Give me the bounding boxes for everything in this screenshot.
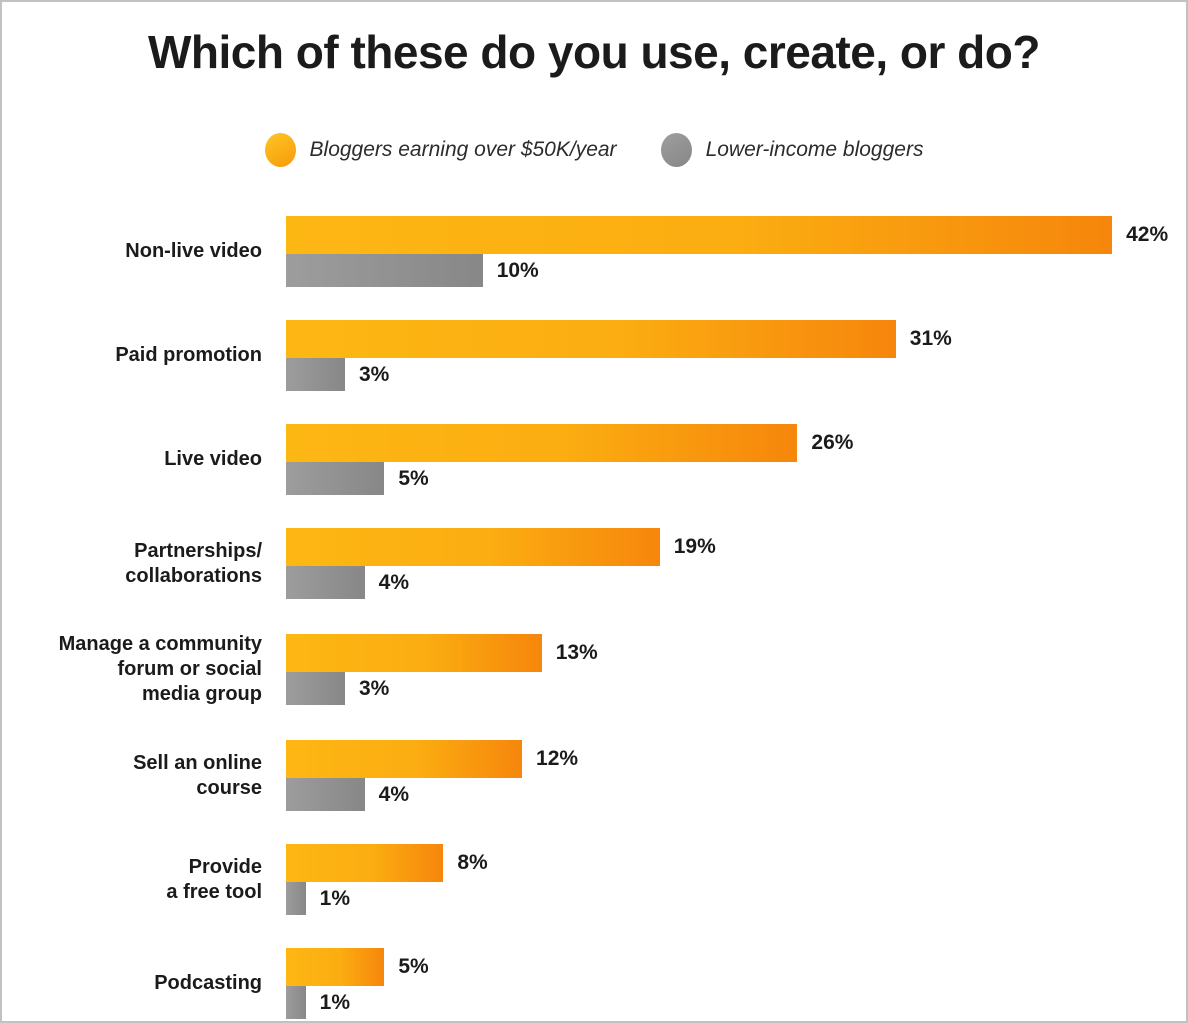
bar-low-income (286, 778, 365, 811)
legend-item-low-income: Lower-income bloggers (660, 133, 924, 167)
bar-low-income (286, 462, 385, 495)
chart-row-community: Manage a community forum or social media… (14, 632, 1186, 707)
category-label: Partnerships/ collaborations (125, 539, 262, 587)
bar-high-income (286, 424, 798, 462)
category-label: Paid promotion (115, 344, 262, 366)
category-label: Live video (164, 448, 262, 470)
legend-dot-orange-icon (264, 133, 296, 167)
bar-value-low: 4% (378, 570, 410, 594)
bar-group: 42% 10% (286, 216, 1186, 287)
bar-value-low: 1% (319, 886, 351, 910)
bar-value-low: 10% (496, 258, 539, 282)
bar-value-low: 4% (378, 782, 410, 806)
bar-group: 31% 3% (286, 320, 1186, 391)
bar-low-income (286, 882, 306, 915)
bar-chart: Non-live video 42% 10% Paid promotion 31… (2, 216, 1186, 1019)
category-label: Manage a community forum or social media… (58, 633, 262, 705)
bar-value-high: 31% (909, 327, 952, 350)
bar-value-high: 8% (457, 851, 488, 874)
bar-group: 19% 4% (286, 528, 1186, 599)
bar-group: 5% 1% (286, 948, 1186, 1019)
chart-row-free-tool: Provide a free tool 8% 1% (14, 844, 1186, 915)
bar-low-income (286, 672, 345, 705)
category-label: Sell an online course (133, 751, 262, 799)
bar-high-income (286, 948, 385, 986)
bar-high-income (286, 634, 542, 672)
bar-group: 13% 3% (286, 634, 1186, 705)
bar-value-high: 42% (1126, 223, 1169, 246)
bar-value-high: 26% (811, 431, 854, 454)
category-label: Non-live video (125, 240, 262, 262)
bar-low-income (286, 986, 306, 1019)
legend: Bloggers earning over $50K/year Lower-in… (2, 130, 1186, 170)
legend-item-high-income: Bloggers earning over $50K/year (264, 133, 617, 167)
bar-value-low: 3% (359, 676, 390, 700)
chart-row-online-course: Sell an online course 12% 4% (14, 740, 1186, 811)
bar-high-income (286, 740, 523, 778)
bar-value-high: 12% (536, 747, 579, 770)
legend-dot-gray-icon (660, 133, 692, 167)
chart-row-paid-promotion: Paid promotion 31% 3% (14, 320, 1186, 391)
bar-value-high: 19% (673, 535, 716, 558)
bar-high-income (286, 216, 1113, 254)
legend-label-high-income: Bloggers earning over $50K/year (309, 138, 617, 161)
bar-value-low: 5% (398, 466, 429, 490)
bar-value-high: 13% (555, 641, 598, 664)
bar-low-income (286, 358, 345, 391)
bar-value-high: 5% (398, 955, 429, 978)
bar-low-income (286, 566, 365, 599)
chart-row-partnerships: Partnerships/ collaborations 19% 4% (14, 528, 1186, 599)
chart-row-non-live-video: Non-live video 42% 10% (14, 216, 1186, 287)
bar-value-low: 1% (319, 990, 351, 1014)
bar-group: 26% 5% (286, 424, 1186, 495)
bar-value-low: 3% (359, 362, 390, 386)
legend-label-low-income: Lower-income bloggers (705, 138, 924, 161)
bar-group: 8% 1% (286, 844, 1186, 915)
chart-title: Which of these do you use, create, or do… (148, 26, 1040, 78)
chart-row-podcasting: Podcasting 5% 1% (14, 948, 1186, 1019)
bar-high-income (286, 844, 444, 882)
bar-group: 12% 4% (286, 740, 1186, 811)
category-label: Podcasting (154, 972, 262, 994)
chart-row-live-video: Live video 26% 5% (14, 424, 1186, 495)
bar-low-income (286, 254, 483, 287)
category-label: Provide a free tool (166, 855, 262, 903)
bar-high-income (286, 528, 660, 566)
bar-high-income (286, 320, 896, 358)
